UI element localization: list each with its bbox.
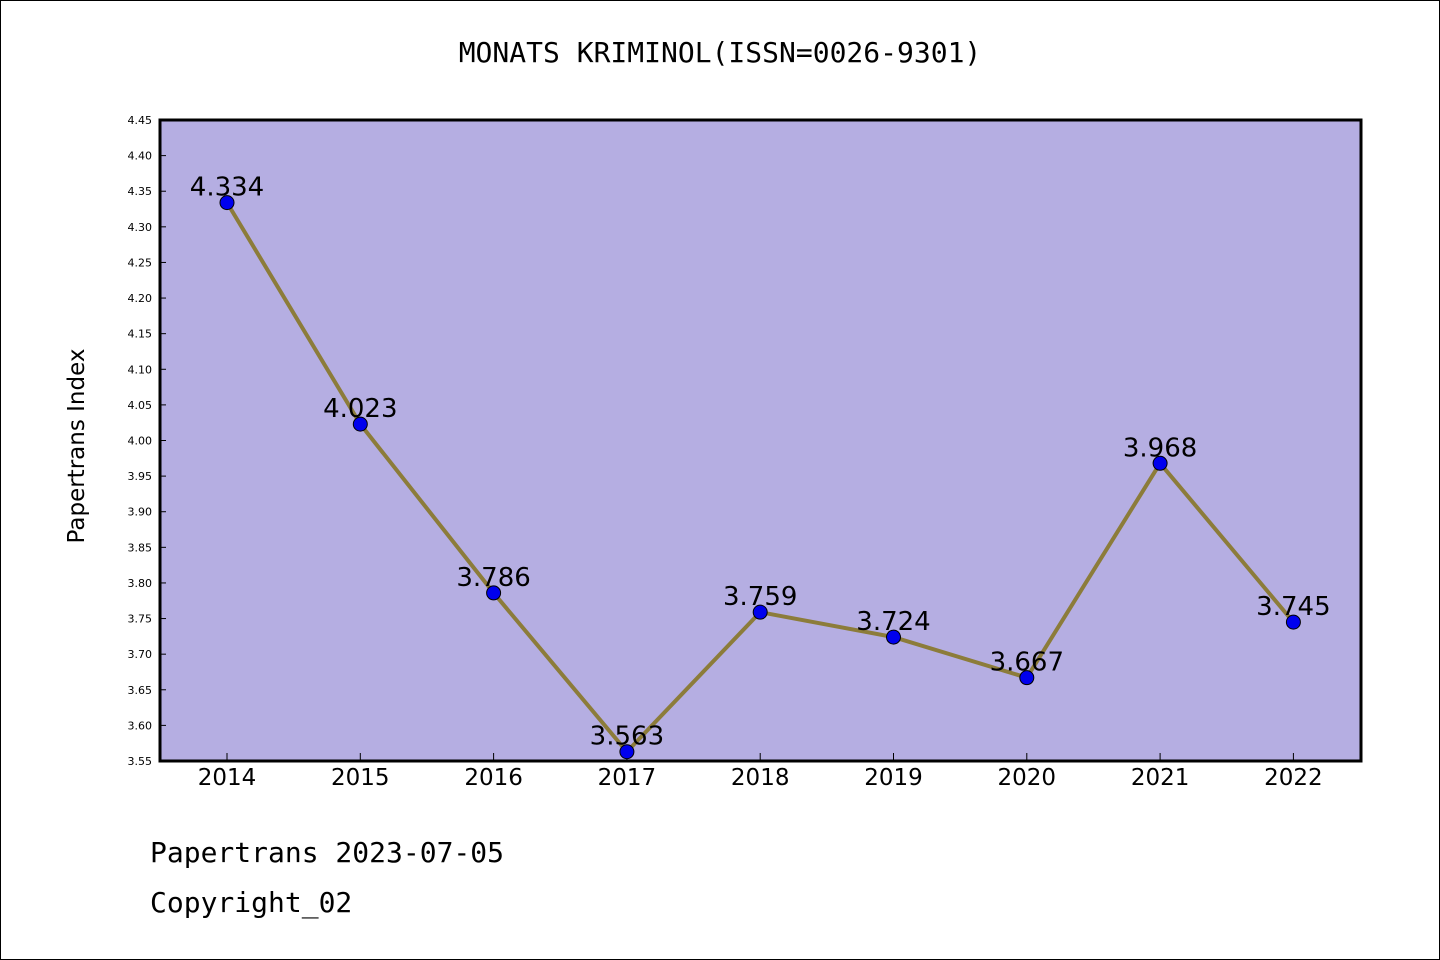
data-point — [486, 585, 502, 601]
data-label: 3.745 — [1256, 592, 1330, 622]
y-tick-label: 3.80 — [128, 577, 153, 590]
data-label: 4.334 — [190, 173, 264, 203]
chart-title: MONATS KRIMINOL(ISSN=0026-9301) — [458, 36, 982, 69]
y-tick-label: 3.65 — [128, 684, 153, 697]
y-tick-label: 4.05 — [128, 399, 153, 412]
data-label: 3.563 — [590, 722, 664, 752]
y-axis: 3.55 3.60 3.65 3.70 3.75 3.80 3.85 3.90 3.95 4.00… — [128, 114, 166, 768]
data-label: 3.667 — [990, 648, 1064, 678]
x-tick-label: 2022 — [1264, 765, 1323, 791]
x-tick-label: 2021 — [1131, 765, 1190, 791]
data-point — [1019, 670, 1035, 686]
data-point — [1152, 455, 1168, 471]
footer-date: Papertrans 2023-07-05 — [150, 836, 505, 869]
data-point — [752, 604, 768, 620]
data-label: 3.724 — [856, 607, 930, 637]
y-tick-label: 4.25 — [128, 256, 153, 269]
data-label: 3.759 — [723, 582, 797, 612]
x-axis: 2014 2015 2016 2017 2018 2019 2020 2021 2022 — [198, 753, 1323, 791]
data-point — [1285, 614, 1301, 630]
y-tick-label: 3.55 — [128, 755, 153, 768]
x-tick-label: 2015 — [331, 765, 390, 791]
y-tick-label: 4.10 — [128, 363, 153, 376]
y-tick-label: 4.00 — [128, 435, 153, 448]
x-tick-label: 2016 — [464, 765, 523, 791]
data-label: 3.968 — [1123, 433, 1197, 463]
y-tick-label: 3.85 — [128, 541, 153, 554]
data-point — [219, 195, 235, 211]
data-point — [886, 629, 901, 645]
data-point — [352, 416, 368, 432]
data-label: 4.023 — [323, 394, 397, 424]
y-tick-label: 4.35 — [128, 185, 153, 198]
data-label: 3.786 — [456, 563, 530, 593]
y-tick-label: 3.95 — [128, 470, 153, 483]
plot-area — [160, 120, 1361, 761]
y-tick-label: 3.70 — [128, 648, 153, 661]
x-tick-label: 2018 — [731, 765, 790, 791]
y-tick-label: 4.40 — [128, 150, 153, 163]
x-tick-label: 2020 — [998, 765, 1057, 791]
y-tick-label: 4.30 — [128, 221, 153, 234]
y-axis-label: Papertrans Index — [64, 349, 90, 544]
x-tick-label: 2017 — [598, 765, 657, 791]
plot-border — [158, 118, 1363, 763]
x-tick-label: 2019 — [864, 765, 923, 791]
data-markers — [219, 195, 1301, 760]
y-tick-label: 4.45 — [128, 114, 153, 127]
x-tick-label: 2014 — [198, 765, 257, 791]
data-point — [619, 744, 635, 760]
data-labels: 4.334 4.023 3.786 3.563 3.759 3.724 3.667 3.968… — [190, 173, 1331, 752]
y-tick-label: 4.20 — [128, 292, 153, 305]
y-tick-label: 3.60 — [128, 719, 153, 732]
y-tick-label: 3.90 — [128, 506, 153, 519]
y-tick-label: 3.75 — [128, 613, 153, 626]
footer-copyright: Copyright_02 — [150, 886, 353, 919]
y-tick-label: 4.15 — [128, 328, 153, 341]
